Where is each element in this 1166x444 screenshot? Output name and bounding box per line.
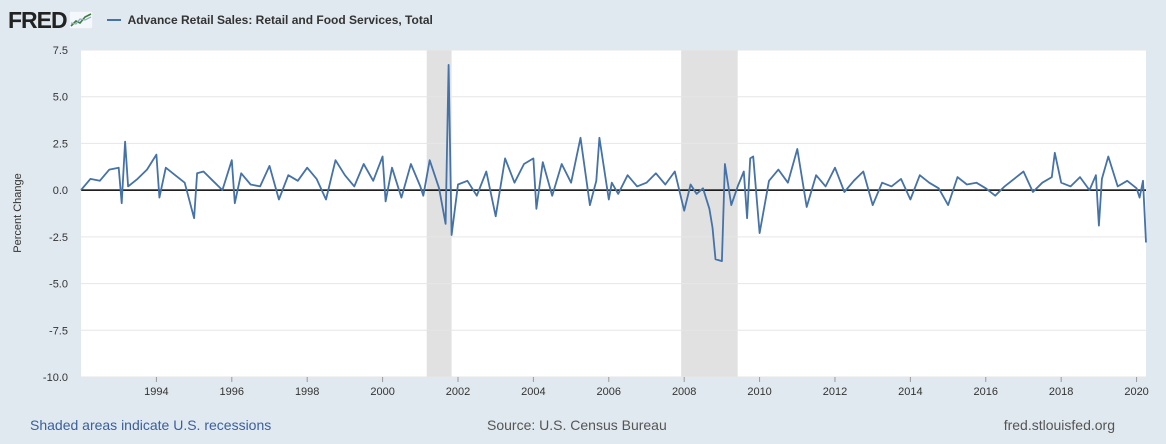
plot-area bbox=[81, 50, 1146, 377]
x-tick-label: 2016 bbox=[974, 386, 998, 398]
legend-series-name[interactable]: Advance Retail Sales: Retail and Food Se… bbox=[127, 13, 433, 27]
y-axis-label: Percent Change bbox=[12, 173, 24, 253]
x-tick-label: 1998 bbox=[295, 386, 319, 398]
recessions-note[interactable]: Shaded areas indicate U.S. recessions bbox=[30, 417, 272, 433]
series-line[interactable] bbox=[80, 64, 1147, 263]
y-tick-label: 5.0 bbox=[53, 92, 68, 104]
x-tick-label: 2000 bbox=[370, 386, 394, 398]
x-tick-label: 2002 bbox=[446, 386, 470, 398]
y-axis-ticks: 7.5 5.0 2.5 0.0 -2.5 -5.0 -7.5 -10.0 bbox=[43, 45, 68, 384]
y-tick-label: 0.0 bbox=[53, 185, 68, 197]
x-tick-label: 2012 bbox=[823, 386, 847, 398]
x-tick-label: 2008 bbox=[672, 386, 696, 398]
legend-line-swatch bbox=[106, 19, 121, 21]
x-tick-label: 2020 bbox=[1124, 386, 1148, 398]
y-tick-label: -5.0 bbox=[49, 279, 68, 291]
x-axis-ticks: 1994 1996 1998 2000 2002 2004 2006 2008 2010 2012… bbox=[144, 377, 1149, 398]
x-tick-label: 2010 bbox=[747, 386, 771, 398]
y-tick-label: -2.5 bbox=[49, 232, 68, 244]
fred-logo[interactable]: FRED bbox=[8, 6, 68, 33]
x-tick-label: 2004 bbox=[521, 386, 545, 398]
x-tick-label: 2018 bbox=[1049, 386, 1073, 398]
y-tick-label: -7.5 bbox=[49, 325, 68, 337]
y-tick-label: 2.5 bbox=[53, 138, 68, 150]
x-tick-label: 1994 bbox=[144, 386, 168, 398]
chart-header: FRED Advance Retail Sales: Retail and Fo… bbox=[8, 6, 433, 34]
y-tick-label: 7.5 bbox=[53, 45, 68, 57]
source-note: Source: U.S. Census Bureau bbox=[487, 417, 667, 433]
x-tick-label: 1996 bbox=[220, 386, 244, 398]
site-link[interactable]: fred.stlouisfed.org bbox=[1003, 417, 1115, 433]
x-tick-label: 2014 bbox=[898, 386, 922, 398]
chart-line-icon bbox=[68, 11, 93, 29]
y-tick-label: -10.0 bbox=[43, 372, 68, 384]
x-tick-label: 2006 bbox=[597, 386, 621, 398]
